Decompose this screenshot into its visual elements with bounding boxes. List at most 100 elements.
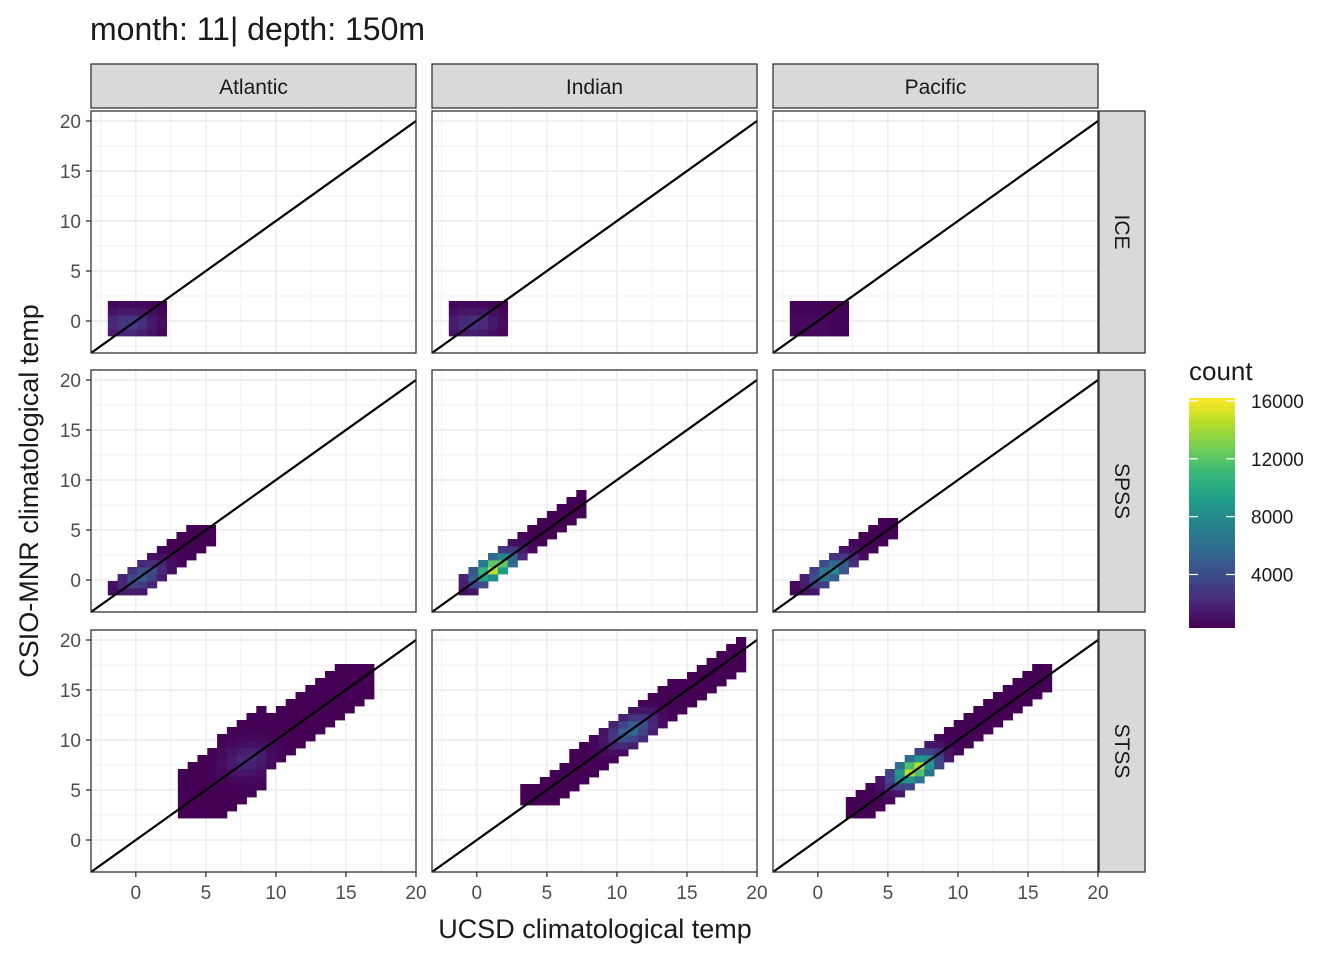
heatmap-bin <box>855 797 866 805</box>
heatmap-bin <box>809 574 820 582</box>
heatmap-bin <box>934 734 945 742</box>
heatmap-bin <box>628 742 639 750</box>
identity-line <box>772 120 1099 354</box>
facet-strip-label: ICE <box>1110 214 1133 249</box>
heatmap-bin <box>667 700 678 708</box>
heatmap-bin <box>177 811 189 819</box>
heatmap-bin <box>448 322 460 330</box>
heatmap-bin <box>217 755 228 763</box>
heatmap-bin <box>789 581 801 589</box>
heatmap-bin <box>667 693 678 701</box>
facet-strip-atlantic <box>90 63 417 109</box>
heatmap-bin <box>127 301 138 309</box>
heatmap-bin <box>324 720 336 728</box>
heatmap-bin <box>186 546 197 554</box>
heatmap-bin <box>176 560 187 568</box>
heatmap-bins <box>520 637 747 806</box>
heatmap-bin <box>1022 692 1033 700</box>
panel-indian-spss <box>431 369 758 613</box>
heatmap-bin <box>546 532 558 540</box>
heatmap-bin <box>468 574 479 582</box>
heatmap-bin <box>315 685 326 693</box>
heatmap-bin <box>865 804 876 812</box>
heatmap-bin <box>953 741 964 749</box>
heatmap-bin <box>885 776 896 784</box>
heatmap-bin <box>914 762 925 770</box>
x-tick-label: 10 <box>606 883 627 904</box>
heatmap-bin <box>127 315 138 323</box>
heatmap-bin <box>569 784 580 792</box>
heatmap-bin <box>838 301 850 309</box>
heatmap-bin <box>934 748 945 756</box>
heatmap-bin <box>706 679 717 687</box>
heatmap-bin <box>246 734 257 742</box>
heatmap-bin <box>838 560 850 568</box>
heatmap-bin <box>569 749 580 757</box>
y-tick-label: 15 <box>60 681 81 702</box>
x-tick-label: 0 <box>131 883 142 904</box>
heatmap-bin <box>992 692 1004 700</box>
heatmap-bin <box>579 770 590 778</box>
heatmap-bin <box>934 755 945 763</box>
heatmap-bin <box>696 672 707 680</box>
heatmap-bin <box>789 315 801 323</box>
heatmap-bins <box>789 301 850 337</box>
heatmap-bin <box>497 553 509 561</box>
heatmap-bin <box>726 651 737 659</box>
heatmap-bin <box>686 686 698 694</box>
heatmap-bin <box>285 748 296 756</box>
heatmap-bin <box>858 553 869 561</box>
facet-strip-label: SPSS <box>1110 463 1133 519</box>
heatmap-bin <box>147 560 158 568</box>
heatmap-bin <box>137 581 148 589</box>
heatmap-bin <box>177 797 189 805</box>
heatmap-bin <box>963 727 974 735</box>
heatmap-bin <box>799 322 810 330</box>
heatmap-bin <box>147 308 158 316</box>
heatmap-bin <box>176 539 187 547</box>
heatmap-bin <box>973 734 984 742</box>
heatmap-bin <box>1032 678 1043 686</box>
heatmap-bin <box>983 720 994 728</box>
panel-pacific-ice <box>772 110 1099 354</box>
heatmap-bin <box>559 784 570 792</box>
heatmap-bin <box>838 322 850 330</box>
heatmap-bin <box>809 567 820 575</box>
heatmap-bin <box>334 678 345 686</box>
heatmap-bin <box>217 804 228 812</box>
heatmap-bin <box>117 581 128 589</box>
gridlines <box>91 111 416 353</box>
heatmap-bin <box>539 791 551 799</box>
legend-ticks: 4000 8000 12000 16000 <box>1189 392 1304 586</box>
panel-border <box>90 629 417 873</box>
heatmap-bin <box>628 728 639 736</box>
heatmap-bin <box>1012 699 1023 707</box>
facet-strip-label: Atlantic <box>219 76 288 99</box>
heatmap-bin <box>549 770 560 778</box>
heatmap-bin <box>305 692 316 700</box>
heatmap-bin <box>127 329 138 337</box>
heatmap-bin <box>334 699 345 707</box>
y-tick-label: 0 <box>70 831 81 852</box>
heatmap-bin <box>147 581 158 589</box>
heatmap-bin <box>696 665 707 673</box>
facet-strip-label: STSS <box>1110 724 1133 779</box>
heatmap-bin <box>546 518 558 526</box>
heatmap-bin <box>1002 699 1013 707</box>
heatmap-bin <box>295 741 306 749</box>
heatmap-bin <box>875 804 886 812</box>
heatmap-bin <box>735 658 747 666</box>
heatmap-bin <box>829 308 840 316</box>
heatmap-bin <box>628 707 639 715</box>
heatmap-bin <box>618 721 629 729</box>
heatmap-bin <box>305 727 316 735</box>
heatmap-bin <box>569 763 580 771</box>
heatmap-bin <box>963 713 974 721</box>
x-tick-label: 5 <box>883 883 894 904</box>
heatmap-bin <box>236 769 247 777</box>
heatmap-bin <box>716 651 727 659</box>
facet-strip-label: Pacific <box>905 76 967 99</box>
heatmap-bin <box>137 315 148 323</box>
heatmap-bin <box>628 735 639 743</box>
heatmap-bin <box>127 308 138 316</box>
